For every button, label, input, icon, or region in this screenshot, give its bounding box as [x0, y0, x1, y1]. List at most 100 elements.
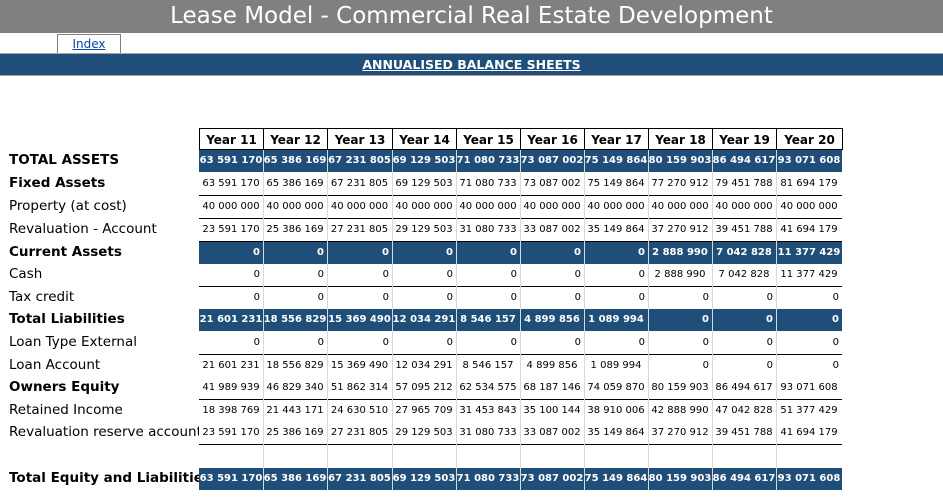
table-cell: 81 694 179 — [780, 178, 838, 189]
table-cell: 21 443 171 — [266, 405, 324, 416]
table-cell: 0 — [510, 269, 517, 280]
table-cell: 93 071 608 — [777, 473, 841, 484]
year-header: Year 11 — [199, 128, 264, 150]
table-cell: 0 — [702, 292, 709, 303]
row-label: Loan Type External — [9, 334, 137, 350]
year-header: Year 19 — [712, 128, 777, 150]
table-cell: 35 149 864 — [587, 224, 645, 235]
table-cell: 12 034 291 — [392, 314, 456, 325]
section-header: ANNUALISED BALANCE SHEETS — [0, 53, 943, 76]
table-cell: 0 — [638, 247, 645, 258]
table-cell: 0 — [702, 337, 709, 348]
table-cell — [584, 445, 648, 467]
table-cell: 0 — [574, 292, 581, 303]
table-cell — [648, 445, 712, 467]
table-cell: 65 386 169 — [263, 473, 327, 484]
column-divider — [648, 150, 649, 490]
table-cell: 0 — [253, 247, 260, 258]
table-cell: 40 000 000 — [715, 201, 773, 212]
table-cell: 12 034 291 — [395, 360, 453, 371]
row-label: Total Liabilities — [9, 311, 125, 327]
row-label: Revaluation reserve account — [9, 424, 202, 440]
table-cell: 0 — [574, 247, 581, 258]
table-cell: 40 000 000 — [395, 201, 453, 212]
table-cell — [520, 445, 584, 467]
table-cell: 27 231 805 — [330, 224, 389, 235]
table-cell: 37 270 912 — [651, 224, 709, 235]
table-cell: 24 630 510 — [330, 405, 389, 416]
table-cell: 65 386 169 — [263, 155, 327, 166]
table-cell: 0 — [446, 337, 453, 348]
table-cell: 86 494 617 — [712, 473, 776, 484]
table-cell: 0 — [574, 269, 581, 280]
year-header: Year 16 — [520, 128, 585, 150]
column-divider — [392, 150, 393, 490]
table-cell: 15 369 490 — [330, 360, 389, 371]
year-header: Year 18 — [648, 128, 713, 150]
table-cell: 80 159 903 — [651, 382, 709, 393]
table-cell: 73 087 002 — [520, 473, 584, 484]
page-title: Lease Model - Commercial Real Estate Dev… — [0, 0, 943, 33]
table-cell: 40 000 000 — [651, 201, 709, 212]
table-cell: 86 494 617 — [715, 382, 773, 393]
table-cell: 25 386 169 — [266, 427, 324, 438]
table-cell: 0 — [510, 337, 517, 348]
table-cell: 0 — [317, 247, 324, 258]
table-cell — [712, 445, 776, 467]
table-cell: 0 — [253, 269, 260, 280]
table-cell: 69 129 503 — [395, 178, 453, 189]
table-cell: 33 087 002 — [523, 427, 581, 438]
table-cell: 4 899 856 — [526, 360, 578, 371]
table-cell: 68 187 146 — [523, 382, 581, 393]
column-divider — [456, 150, 457, 490]
year-header: Year 13 — [327, 128, 393, 150]
column-divider — [712, 150, 713, 490]
table-cell: 63 591 170 — [199, 155, 263, 166]
table-cell: 0 — [702, 314, 709, 325]
table-cell: 21 601 231 — [199, 314, 263, 325]
table-cell: 0 — [574, 337, 581, 348]
column-divider — [584, 150, 585, 490]
table-cell: 11 377 429 — [780, 269, 838, 280]
year-header: Year 12 — [263, 128, 328, 150]
table-cell: 27 231 805 — [330, 427, 389, 438]
table-cell: 63 591 170 — [199, 473, 263, 484]
row-label: Fixed Assets — [9, 175, 106, 191]
table-cell: 69 129 503 — [392, 473, 456, 484]
table-cell: 41 694 179 — [780, 224, 838, 235]
table-cell: 0 — [317, 269, 324, 280]
row-label: Total Equity and Liabilities — [9, 470, 211, 486]
table-cell: 80 159 903 — [648, 473, 712, 484]
row-label: Retained Income — [9, 402, 123, 418]
table-cell: 27 965 709 — [395, 405, 453, 416]
table-cell: 18 398 769 — [202, 405, 260, 416]
table-cell: 71 080 733 — [456, 155, 520, 166]
table-cell: 0 — [638, 337, 645, 348]
table-cell: 29 129 503 — [395, 224, 453, 235]
table-cell: 23 591 170 — [202, 224, 260, 235]
table-cell: 40 000 000 — [780, 201, 838, 212]
table-cell: 40 000 000 — [523, 201, 581, 212]
table-cell: 63 591 170 — [202, 178, 260, 189]
table-cell — [327, 445, 392, 467]
table-cell: 75 149 864 — [587, 178, 645, 189]
table-cell: 39 451 788 — [715, 224, 773, 235]
row-label: Revaluation - Account — [9, 221, 157, 237]
table-cell: 23 591 170 — [202, 427, 260, 438]
row-label: Property (at cost) — [9, 198, 127, 214]
table-cell: 11 377 429 — [777, 247, 841, 258]
table-cell: 31 080 733 — [459, 427, 517, 438]
table-cell: 0 — [702, 360, 709, 371]
index-link[interactable]: Index — [57, 34, 121, 53]
table-cell: 0 — [446, 247, 453, 258]
table-cell: 7 042 828 — [716, 247, 772, 258]
table-cell: 71 080 733 — [456, 473, 520, 484]
table-cell: 37 270 912 — [651, 427, 709, 438]
table-cell: 47 042 828 — [715, 405, 773, 416]
table-cell: 35 100 144 — [523, 405, 581, 416]
year-header: Year 17 — [584, 128, 649, 150]
table-cell: 0 — [510, 247, 517, 258]
table-cell: 40 000 000 — [266, 201, 324, 212]
table-cell: 31 453 843 — [459, 405, 517, 416]
table-cell: 57 095 212 — [395, 382, 453, 393]
